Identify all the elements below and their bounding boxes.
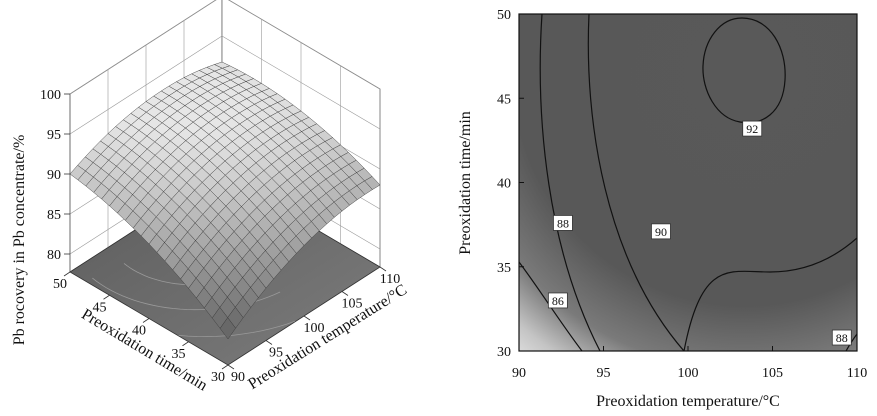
x-tick-mark bbox=[379, 266, 387, 272]
z-tick-label: 85 bbox=[47, 208, 61, 223]
x-tick-label: 90 bbox=[231, 370, 245, 385]
x-tick-label: 95 bbox=[269, 346, 283, 361]
floor-contour bbox=[178, 320, 295, 338]
x-tick-label: 105 bbox=[342, 297, 363, 312]
contour-line-90-right bbox=[683, 237, 857, 351]
x-tick-label: 110 bbox=[380, 272, 400, 287]
contour-line-92 bbox=[702, 17, 786, 124]
surface-mesh bbox=[69, 61, 381, 340]
surface-plot: 80 85 90 95 100 30 35 40 45 50 90 95 100 105 110 Pb ro… bbox=[11, 0, 410, 394]
contour-x-tick-label: 90 bbox=[512, 366, 526, 381]
contour-fill bbox=[519, 14, 857, 351]
contour-level-label: 88 bbox=[836, 331, 848, 345]
y-tick-mark bbox=[182, 341, 189, 347]
surface-facet bbox=[219, 317, 236, 340]
contour-line-88-corner bbox=[845, 333, 857, 351]
x-tick-mark bbox=[303, 315, 311, 321]
y-tick-label: 45 bbox=[93, 300, 107, 315]
contour-y-tick-label: 45 bbox=[497, 92, 511, 107]
y-tick-mark bbox=[103, 294, 110, 300]
y-tick-label: 35 bbox=[172, 347, 186, 362]
contour-x-tick-label: 100 bbox=[678, 366, 699, 381]
z-tick-label: 80 bbox=[47, 248, 61, 263]
contour-ylabel: Preoxidation time/min bbox=[457, 111, 474, 255]
contour-xlabel: Preoxidation temperature/°C bbox=[596, 393, 780, 410]
contour-labels: 86 88 90 92 88 bbox=[547, 120, 852, 346]
contour-label-box bbox=[553, 215, 573, 231]
y-tick-label: 40 bbox=[132, 324, 146, 339]
contour-y-tick-label: 35 bbox=[497, 261, 511, 276]
y-tick-mark bbox=[63, 271, 71, 277]
x-tick-mark bbox=[265, 340, 273, 345]
contour-label-box bbox=[742, 120, 763, 137]
surface-ticks: 80 85 90 95 100 30 35 40 45 50 90 95 100 105 110 bbox=[40, 88, 400, 385]
contour-line-88 bbox=[539, 14, 601, 351]
y-tick-mark bbox=[221, 364, 229, 370]
z-tick-label: 100 bbox=[40, 88, 61, 103]
z-tick-label: 95 bbox=[47, 128, 61, 143]
contour-x-tick-label: 95 bbox=[597, 366, 611, 381]
x-tick-label: 100 bbox=[304, 321, 325, 336]
contour-x-tick-label: 105 bbox=[762, 366, 783, 381]
contour-level-label: 90 bbox=[655, 225, 667, 239]
contour-y-tick-label: 40 bbox=[497, 177, 511, 192]
contour-label-box bbox=[547, 292, 568, 309]
contour-level-label: 92 bbox=[746, 122, 758, 136]
contour-level-label: 88 bbox=[557, 216, 569, 230]
contour-label-box bbox=[651, 223, 671, 240]
x-tick-mark bbox=[341, 291, 349, 296]
contour-y-tick-label: 30 bbox=[497, 345, 511, 360]
contour-plot: 90 95 100 105 110 30 35 40 45 50 86 88 90 92 88 Preox… bbox=[457, 8, 867, 410]
contour-line-90 bbox=[587, 14, 685, 351]
y-tick-mark bbox=[142, 318, 150, 323]
contour-y-tick-label: 50 bbox=[497, 8, 511, 23]
contour-label-box bbox=[831, 329, 852, 346]
surface-zlabel: Pb rocovery in Pb concentrate/% bbox=[11, 135, 28, 346]
contour-level-label: 86 bbox=[552, 294, 564, 308]
y-tick-label: 50 bbox=[53, 277, 67, 292]
z-tick-label: 90 bbox=[47, 168, 61, 183]
x-tick-mark bbox=[227, 364, 235, 370]
y-tick-label: 30 bbox=[211, 370, 225, 385]
contour-x-tick-label: 110 bbox=[847, 366, 867, 381]
contour-ticks: 90 95 100 105 110 30 35 40 45 50 bbox=[497, 8, 867, 381]
